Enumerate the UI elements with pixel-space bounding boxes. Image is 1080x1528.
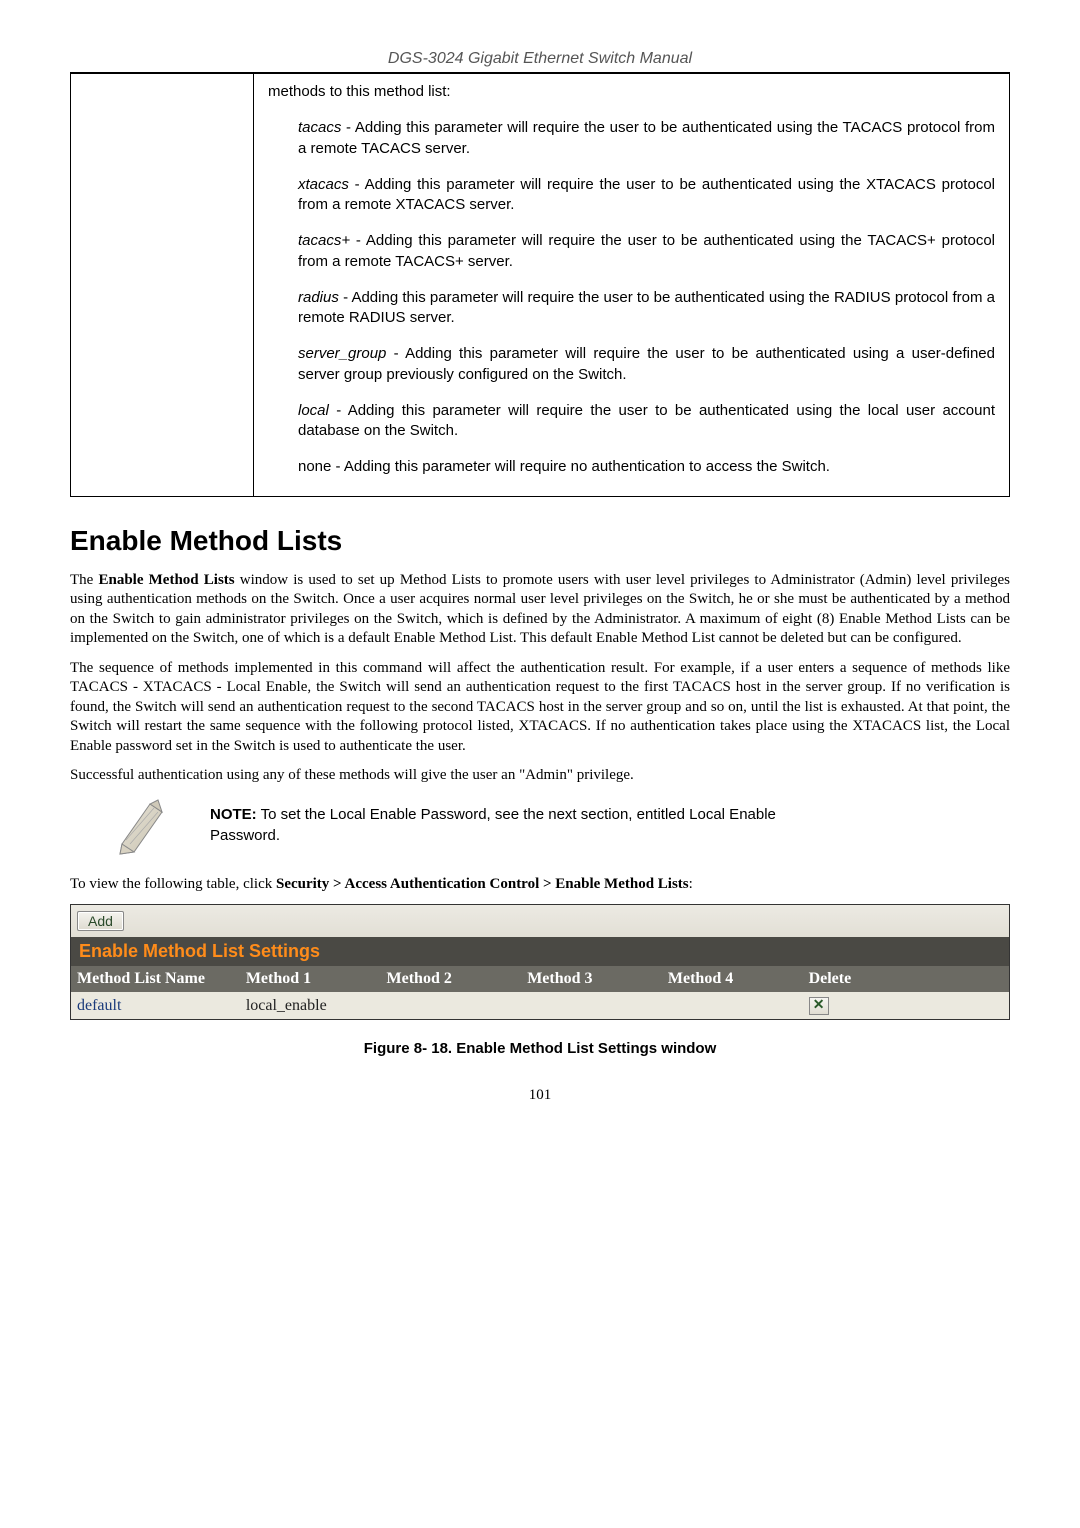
close-icon: ✕	[813, 999, 825, 1013]
method-name: server_group	[298, 345, 386, 362]
add-button[interactable]: Add	[77, 911, 124, 931]
note-block: NOTE: To set the Local Enable Password, …	[70, 796, 1010, 863]
cell-delete: ✕	[803, 992, 1009, 1019]
method-name: local	[298, 402, 329, 419]
method-desc: - Adding this parameter will require no …	[331, 458, 830, 475]
method-desc: - Adding this parameter will require the…	[298, 232, 995, 269]
cell-method3	[521, 992, 662, 1019]
method-item: tacacs+ - Adding this parameter will req…	[298, 231, 995, 272]
para-text: To view the following table, click	[70, 876, 276, 892]
methods-right-cell: methods to this method list: tacacs - Ad…	[254, 74, 1010, 497]
pencil-icon	[70, 796, 210, 863]
note-text: NOTE: To set the Local Enable Password, …	[210, 796, 1010, 846]
method-name: tacacs+	[298, 232, 350, 249]
col-header: Method 1	[240, 966, 381, 992]
col-header: Method 2	[381, 966, 522, 992]
col-header: Method 4	[662, 966, 803, 992]
col-header: Delete	[803, 966, 1009, 992]
para-bold: Enable Method Lists	[98, 572, 234, 588]
note-label: NOTE:	[210, 806, 257, 823]
method-item: radius - Adding this parameter will requ…	[298, 288, 995, 329]
methods-intro: methods to this method list:	[268, 82, 995, 102]
section-heading: Enable Method Lists	[70, 525, 1010, 557]
cell-method4	[662, 992, 803, 1019]
cell-method-list-name[interactable]: default	[71, 992, 240, 1019]
method-name: radius	[298, 289, 339, 306]
cell-method1: local_enable	[240, 992, 381, 1019]
col-header: Method 3	[521, 966, 662, 992]
delete-button[interactable]: ✕	[809, 997, 829, 1015]
note-body: To set the Local Enable Password, see th…	[210, 806, 776, 844]
method-name: none	[298, 458, 331, 475]
method-item: none - Adding this parameter will requir…	[298, 457, 995, 477]
para-1: The Enable Method Lists window is used t…	[70, 571, 1010, 649]
panel-title: Enable Method List Settings	[71, 937, 1009, 966]
method-item: tacacs - Adding this parameter will requ…	[298, 118, 995, 159]
method-item: local - Adding this parameter will requi…	[298, 401, 995, 442]
methods-table: methods to this method list: tacacs - Ad…	[70, 73, 1010, 497]
para-text: :	[689, 876, 693, 892]
para-2: The sequence of methods implemented in t…	[70, 659, 1010, 757]
method-desc: - Adding this parameter will require the…	[298, 119, 995, 156]
para-3: Successful authentication using any of t…	[70, 766, 1010, 786]
method-item: xtacacs - Adding this parameter will req…	[298, 175, 995, 216]
figure-caption: Figure 8- 18. Enable Method List Setting…	[70, 1040, 1010, 1057]
page-header: DGS-3024 Gigabit Ethernet Switch Manual	[70, 50, 1010, 73]
method-name: tacacs	[298, 119, 341, 136]
para-text: The	[70, 572, 98, 588]
method-desc: - Adding this parameter will require the…	[298, 345, 995, 382]
method-desc: - Adding this parameter will require the…	[298, 176, 995, 213]
screenshot-panel: Add Enable Method List Settings Method L…	[70, 904, 1010, 1020]
method-name: xtacacs	[298, 176, 349, 193]
table-row: default local_enable ✕	[71, 992, 1009, 1019]
cell-method2	[381, 992, 522, 1019]
col-header: Method List Name	[71, 966, 240, 992]
para-4: To view the following table, click Secur…	[70, 875, 1010, 895]
para-bold: Security > Access Authentication Control…	[276, 876, 689, 892]
method-desc: - Adding this parameter will require the…	[298, 402, 995, 439]
methods-left-cell	[71, 74, 254, 497]
method-item: server_group - Adding this parameter wil…	[298, 344, 995, 385]
screenshot-toolbar: Add	[71, 905, 1009, 937]
page-number: 101	[70, 1087, 1010, 1104]
settings-table: Method List Name Method 1 Method 2 Metho…	[71, 966, 1009, 1019]
method-desc: - Adding this parameter will require the…	[298, 289, 995, 326]
